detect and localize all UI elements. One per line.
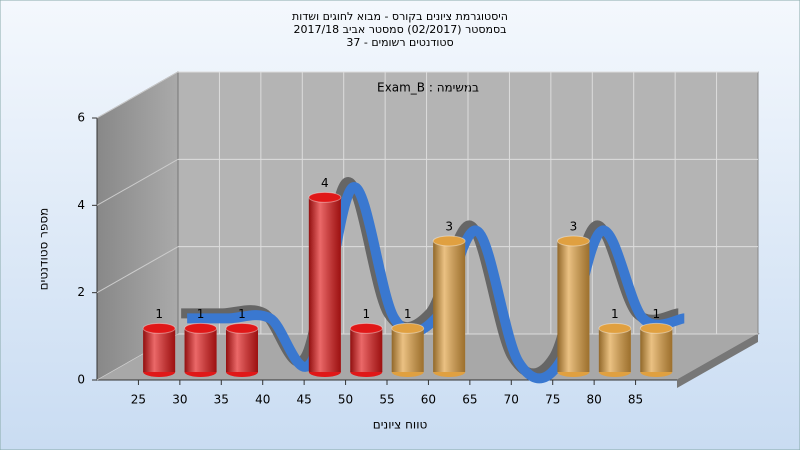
bar-shade [640, 328, 673, 372]
data-label: 1 [652, 307, 660, 321]
x-tick-label: 75 [545, 393, 560, 407]
y-tick-label: 2 [77, 285, 85, 299]
bar-group: 1 [598, 307, 632, 377]
data-label: 1 [362, 307, 370, 321]
bar-shade [433, 241, 466, 372]
x-tick-label: 40 [255, 393, 270, 407]
data-label: 3 [570, 220, 578, 234]
bar-shade [350, 328, 383, 372]
data-label: 4 [321, 176, 329, 190]
bar-shade [226, 328, 258, 372]
x-tick-label: 35 [214, 393, 229, 407]
bar-group: 1 [184, 307, 218, 377]
bar-shade [143, 328, 176, 372]
floor-edge [677, 334, 758, 388]
x-tick-label: 55 [379, 393, 394, 407]
x-tick-label: 30 [172, 393, 187, 407]
bar-top [349, 322, 383, 334]
bar-top [639, 322, 673, 334]
grid-line [96, 246, 179, 294]
data-label: 1 [155, 307, 163, 321]
bar-top [432, 235, 466, 247]
bar-top [391, 322, 425, 334]
chart-title: סטודנטים רשומים - 37 [346, 36, 453, 49]
bar-shade [557, 241, 590, 372]
bar-top [556, 235, 590, 247]
bar-top [142, 322, 176, 334]
x-axis-label: טווח ציונים [373, 418, 428, 432]
grid-line [96, 158, 179, 206]
grid-line [96, 71, 179, 119]
bar-group: 3 [556, 220, 590, 377]
data-label: 1 [404, 307, 412, 321]
y-tick-label: 0 [77, 373, 85, 387]
bar-group: 3 [432, 220, 466, 377]
annotation: Exam_B : במשימה [377, 81, 479, 95]
bar-top [308, 191, 342, 203]
chart-title: בסמסטר (02/2017) סמסטר אביב 2017/18 [293, 23, 506, 36]
x-tick-label: 85 [628, 393, 643, 407]
bar-top [184, 322, 218, 334]
y-axis-label: מספר סטודנטים [37, 208, 51, 291]
data-label: 1 [197, 307, 205, 321]
x-tick-label: 50 [338, 393, 353, 407]
data-label: 3 [445, 220, 453, 234]
data-label: 1 [611, 307, 619, 321]
bar-group: 1 [639, 307, 673, 377]
bar-group: 1 [349, 307, 383, 377]
bar-group: 1 [142, 307, 176, 377]
x-tick-label: 60 [421, 393, 436, 407]
bar-shade [308, 197, 341, 372]
bar-shade [391, 328, 424, 372]
bar-group: 4 [308, 176, 342, 377]
y-tick-label: 6 [77, 111, 85, 125]
x-tick-label: 25 [131, 393, 146, 407]
chart-title: היסטוגרמת ציונים בקורס - מבוא לחוגים ושד… [292, 10, 508, 23]
bar-shade [184, 328, 217, 372]
y-tick-label: 4 [77, 198, 85, 212]
bar-group: 1 [391, 307, 425, 377]
bar-top [598, 322, 632, 334]
x-tick-label: 80 [587, 393, 602, 407]
bar-group: 1 [225, 307, 259, 377]
x-tick-label: 65 [462, 393, 477, 407]
x-tick-label: 45 [297, 393, 312, 407]
x-tick-label: 70 [504, 393, 519, 407]
data-label: 1 [238, 307, 246, 321]
bar-top [225, 322, 259, 334]
bar-shade [598, 328, 631, 372]
